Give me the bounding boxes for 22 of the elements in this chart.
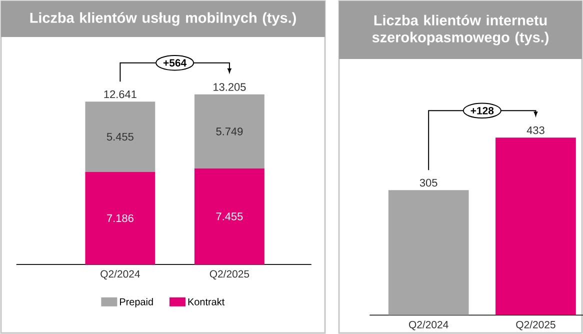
x-tick-label: Q2/2025 xyxy=(210,270,250,280)
text: +564 xyxy=(163,59,187,67)
bar xyxy=(85,172,156,264)
data-label: 433 xyxy=(526,126,544,134)
data-label: 5.749 xyxy=(216,128,243,136)
chart-title: Liczba klientów internetu szerokopasmowego (tys.) xyxy=(372,14,548,46)
x-tick-label: Q2/2025 xyxy=(516,320,556,330)
bar xyxy=(194,94,264,168)
x-tick-label: Q2/2024 xyxy=(100,270,140,280)
data-label: 5.455 xyxy=(106,132,134,141)
chart-title: Liczba klientów usług mobilnych (tys.) xyxy=(30,12,296,26)
bar xyxy=(194,168,264,264)
x-tick-label: Q2/2024 xyxy=(409,320,448,330)
legend-label: Kontrakt xyxy=(188,298,225,306)
bar xyxy=(85,102,156,172)
data-label: 305 xyxy=(420,178,438,187)
total-label: 13.205 xyxy=(214,83,246,91)
text: +128 xyxy=(470,106,494,114)
legend-label: Prepaid xyxy=(120,298,153,308)
data-label: 7.186 xyxy=(107,214,134,222)
total-label: 12.641 xyxy=(104,90,136,98)
data-label: 7.455 xyxy=(216,212,243,220)
